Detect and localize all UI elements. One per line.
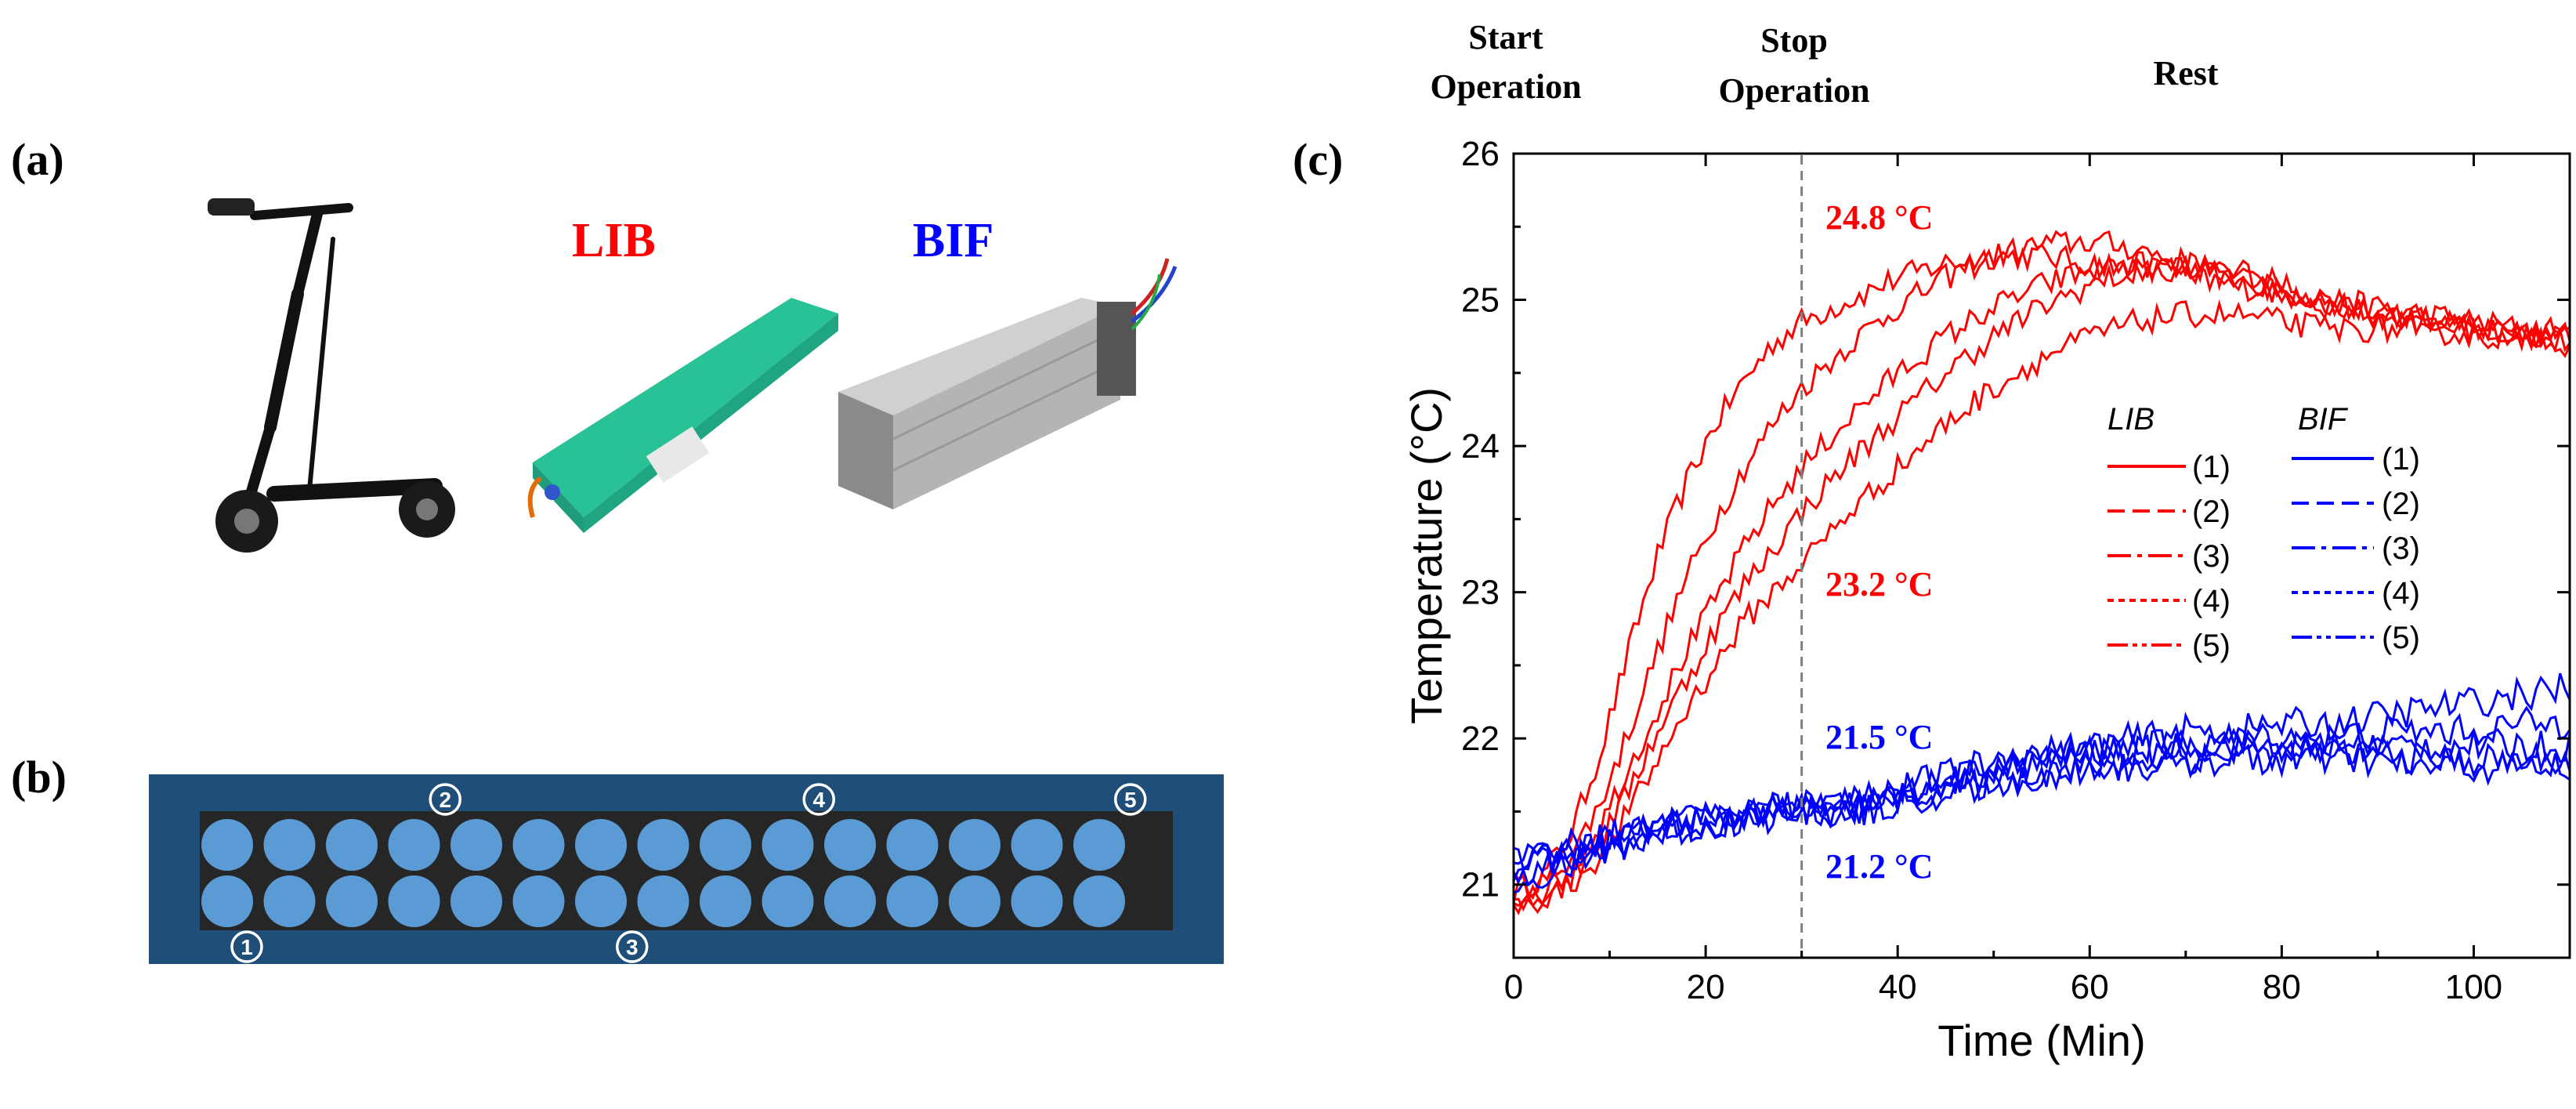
cell-marker-circle: [616, 930, 649, 963]
temperature-annotation: 21.2 °C: [1825, 847, 1933, 886]
cell-marker-label: 3: [626, 935, 639, 959]
battery-cell: [1011, 819, 1063, 871]
cell-marker-label: 4: [812, 788, 825, 812]
legend-label-lib: (1): [2192, 450, 2230, 484]
x-tick-label: 40: [1879, 968, 1917, 1006]
lib-battery-photo: [527, 298, 838, 533]
cell-marker-circle: [1114, 783, 1147, 816]
phase-label-stop: Operation: [1718, 71, 1869, 110]
battery-cell: [1011, 875, 1063, 927]
phase-label-start: Operation: [1430, 67, 1581, 106]
y-tick-label: 25: [1461, 281, 1500, 320]
legend-label-bif: (3): [2382, 531, 2420, 566]
battery-cell: [263, 875, 316, 927]
cell-marker-circle: [429, 783, 461, 816]
battery-cell: [326, 875, 378, 927]
series-line-lib-1: [1512, 242, 2571, 903]
legend-label-bif: (2): [2382, 487, 2420, 521]
scooter-photo: [208, 198, 455, 553]
cell-marker-label: 1: [241, 935, 253, 959]
series-line-bif-1: [1512, 727, 2571, 882]
battery-cell: [700, 819, 751, 871]
battery-cell: [1073, 875, 1125, 927]
battery-cell: [388, 819, 440, 871]
panel-c-label: (c): [1293, 134, 1344, 185]
cell-marker-label: 5: [1124, 788, 1137, 812]
battery-cell: [326, 819, 378, 871]
lib-photo-label: LIB: [572, 214, 656, 267]
y-tick-label: 21: [1461, 866, 1500, 904]
bif-photo-label: BIF: [913, 214, 994, 267]
x-tick-label: 100: [2445, 968, 2502, 1006]
temperature-annotation: 24.8 °C: [1825, 198, 1933, 237]
battery-cell: [824, 875, 876, 927]
series-line-bif-4: [1513, 705, 2571, 874]
y-axis-label: Temperature (°C): [1402, 387, 1451, 724]
legend-label-lib: (3): [2192, 539, 2230, 574]
phase-label-start: Start: [1468, 18, 1543, 56]
battery-cell: [637, 819, 689, 871]
cell-layout-diagram: 1 2 3 4 5: [149, 774, 1224, 964]
battery-cell: [949, 875, 1000, 927]
temperature-chart: 0 20 40 60 80 100 21 22 23 24 25 26 Time (Min) Temper…: [1402, 18, 2571, 1065]
battery-cell: [824, 819, 876, 871]
battery-cell: [512, 875, 565, 927]
legend-title-bif: BIF: [2298, 402, 2349, 437]
battery-cell: [450, 875, 502, 927]
legend-label-bif: (5): [2382, 621, 2420, 655]
battery-cell: [450, 819, 502, 871]
legend-label-bif: (4): [2382, 576, 2420, 611]
battery-cell: [512, 819, 565, 871]
x-tick-label: 0: [1504, 968, 1523, 1006]
cell-marker-circle: [230, 930, 263, 963]
x-tick-label: 80: [2263, 968, 2301, 1006]
battery-cell: [201, 875, 253, 927]
battery-cell: [762, 875, 814, 927]
panel-b-label: (b): [11, 752, 67, 803]
battery-cell: [949, 819, 1000, 871]
x-tick-label: 20: [1687, 968, 1725, 1006]
legend-title-lib: LIB: [2107, 402, 2155, 437]
series-line-bif-5: [1513, 740, 2571, 894]
x-tick-label: 60: [2071, 968, 2109, 1006]
y-tick-label: 23: [1461, 574, 1500, 612]
legend-label-lib: (4): [2192, 584, 2230, 618]
battery-cell: [886, 875, 939, 927]
series-line-bif-2: [1513, 672, 2571, 871]
phase-label-stop: Stop: [1760, 21, 1828, 60]
phase-label-rest: Rest: [2153, 54, 2218, 92]
x-axis-label: Time (Min): [1937, 1016, 2145, 1065]
legend-label-bif: (1): [2382, 442, 2420, 477]
series-line-lib-5: [1512, 299, 2571, 915]
temperature-annotation: 23.2 °C: [1825, 565, 1933, 603]
bif-battery-photo: [838, 258, 1178, 509]
battery-cell: [575, 819, 627, 871]
legend-label-lib: (5): [2192, 629, 2230, 663]
y-tick-label: 22: [1461, 719, 1500, 758]
series-line-lib-2: [1512, 230, 2571, 901]
battery-cell: [886, 819, 939, 871]
cell-marker-label: 2: [439, 788, 451, 812]
cell-marker-circle: [802, 783, 835, 816]
battery-cell: [762, 819, 814, 871]
battery-cell: [263, 819, 316, 871]
legend-label-lib: (2): [2192, 495, 2230, 529]
battery-cell: [575, 875, 627, 927]
temperature-annotation: 21.5 °C: [1825, 718, 1933, 756]
battery-cell: [700, 875, 751, 927]
series-line-lib-4: [1513, 251, 2571, 912]
y-tick-label: 26: [1461, 135, 1500, 173]
battery-cell: [388, 875, 440, 927]
plot-frame: [1512, 152, 2571, 959]
battery-cell: [1073, 819, 1125, 871]
battery-cell: [637, 875, 689, 927]
panel-a-label: (a): [11, 134, 64, 185]
y-tick-label: 24: [1461, 427, 1500, 466]
series-line-lib-3: [1513, 251, 2571, 908]
battery-cell: [201, 819, 253, 871]
